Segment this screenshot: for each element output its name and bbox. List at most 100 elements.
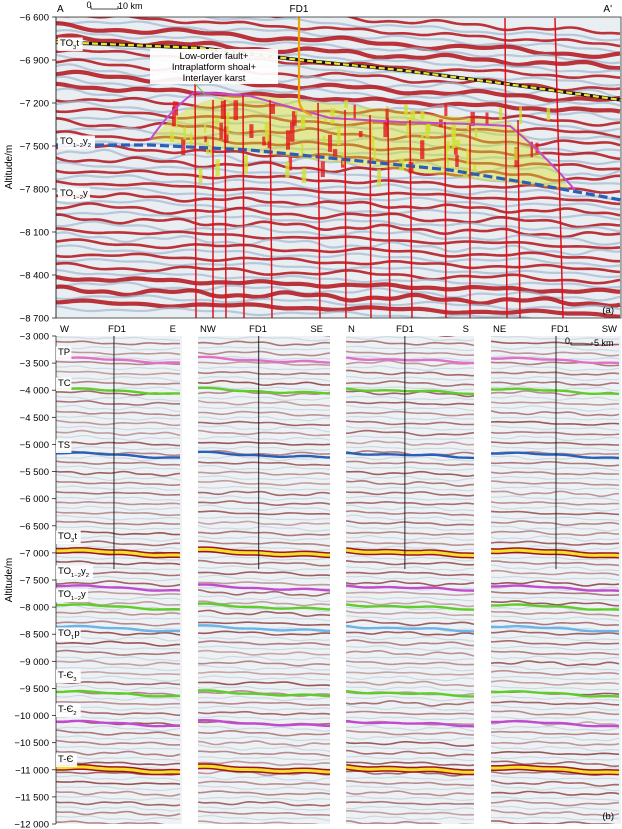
scale-length-b: 5 km bbox=[594, 338, 614, 348]
horizon-TE3 bbox=[198, 689, 330, 698]
tick-label-b: −9 000 bbox=[20, 657, 49, 668]
annotation-line: Low-order fault+ bbox=[180, 51, 249, 62]
annotation-box bbox=[150, 49, 278, 84]
horizon-TC bbox=[198, 386, 330, 395]
tick-label-b: −6 500 bbox=[20, 521, 49, 532]
horizon-TE bbox=[198, 764, 330, 774]
horizon-TS bbox=[198, 450, 330, 459]
horizon-TO3t bbox=[198, 547, 330, 557]
horizon-label-b: TO1p bbox=[58, 628, 80, 641]
tick-label-a: −6 900 bbox=[20, 56, 49, 67]
tick-label-b: −5 000 bbox=[20, 440, 49, 451]
annotation-line: Interlayer karst bbox=[183, 73, 246, 84]
horizon-TO12y bbox=[198, 602, 330, 611]
well-label-a: FD1 bbox=[290, 4, 309, 15]
horizon-TE bbox=[491, 765, 620, 774]
horizon-label-b: TO1−2y bbox=[58, 589, 86, 602]
tick-label-b: −11 500 bbox=[15, 792, 49, 803]
panel-tag-a: (a) bbox=[602, 305, 614, 316]
horizon-to12y bbox=[56, 143, 621, 202]
horizon-TO1p bbox=[346, 624, 474, 633]
horizon-label-b: TS bbox=[58, 440, 70, 451]
tick-label-b: −3 500 bbox=[20, 359, 49, 370]
horizon-TE3 bbox=[56, 689, 181, 698]
tick-label-b: −6 000 bbox=[20, 494, 49, 505]
fault-line bbox=[444, 121, 447, 318]
horizon-label-b: TO1−2y2 bbox=[58, 566, 89, 579]
tick-label-b: −3 000 bbox=[20, 332, 49, 343]
horizon-TO1p bbox=[56, 624, 181, 633]
horizon-TO3t bbox=[56, 548, 181, 557]
ylabel-b: Altitude/m bbox=[4, 558, 15, 602]
fault-line bbox=[242, 94, 245, 318]
horizon-TO12y bbox=[346, 603, 474, 611]
fault-line bbox=[504, 17, 508, 318]
tick-label-b: −9 500 bbox=[20, 684, 49, 695]
seismic-panel-b bbox=[56, 336, 621, 824]
horizon-TO12y bbox=[56, 603, 181, 611]
scale-length-a: 10 km bbox=[118, 1, 143, 11]
fault-line bbox=[224, 99, 227, 318]
well-fd1-trajectory bbox=[297, 17, 313, 117]
axes: −6 600 −6 900 −7 200 −7 500 −7 800 −8 100 −8 4… bbox=[4, 13, 57, 829]
section-right-label: S bbox=[463, 324, 469, 335]
horizon-TC bbox=[346, 387, 474, 396]
tick-label-b: −4 000 bbox=[20, 386, 49, 397]
horizon-TS bbox=[491, 451, 620, 460]
tick-label-a: −7 200 bbox=[20, 99, 49, 110]
panel-tag-b: (b) bbox=[602, 811, 614, 822]
horizon-TO3t bbox=[346, 548, 474, 557]
section-well-label: FD1 bbox=[551, 324, 569, 335]
tick-label-b: −7 000 bbox=[20, 548, 49, 559]
scale-zero-a: 0 bbox=[86, 0, 91, 10]
horizon-TO12y2 bbox=[56, 584, 181, 592]
anomaly-zone bbox=[150, 94, 570, 190]
horizon-TC bbox=[56, 387, 181, 396]
horizon-TP bbox=[346, 356, 474, 365]
annotation-line: Intraplatform shoal+ bbox=[172, 62, 257, 73]
fault-line bbox=[387, 117, 391, 318]
tick-label-a: −7 500 bbox=[20, 142, 49, 153]
section-left-label: NE bbox=[493, 324, 506, 335]
horizon-TE3 bbox=[491, 690, 620, 698]
horizon-TE2 bbox=[56, 719, 181, 728]
horizon-label-b: T-Є3 bbox=[58, 670, 77, 683]
fault-line bbox=[554, 17, 564, 318]
ylabel-a: Altitude/m bbox=[4, 145, 15, 189]
horizon-TS bbox=[346, 451, 474, 460]
section-right-label: E bbox=[170, 324, 176, 335]
horizon-TE bbox=[346, 765, 474, 774]
horizon-label-b: TP bbox=[58, 347, 70, 358]
section-well-label: FD1 bbox=[396, 324, 414, 335]
horizon-TO12y2 bbox=[491, 584, 620, 592]
section-well-label: FD1 bbox=[108, 324, 126, 335]
tick-label-b: −4 500 bbox=[20, 413, 49, 424]
tick-label-a: −7 800 bbox=[20, 185, 49, 196]
tick-label-b: −8 500 bbox=[20, 630, 49, 641]
horizon-TP bbox=[56, 356, 181, 365]
tick-label-b: −10 000 bbox=[14, 711, 49, 722]
fault-line bbox=[369, 114, 372, 318]
tick-label-a: −8 100 bbox=[20, 228, 49, 239]
horizon-TP bbox=[198, 355, 330, 364]
horizon-TO1p bbox=[198, 624, 330, 633]
tick-label-b: −11 000 bbox=[15, 765, 49, 776]
fault-line bbox=[194, 59, 197, 318]
tick-label-b: −8 000 bbox=[20, 603, 49, 614]
section-right-label: SE bbox=[310, 324, 323, 335]
section-well-label: FD1 bbox=[249, 324, 267, 335]
fault-line bbox=[409, 119, 413, 318]
fault-line bbox=[344, 109, 347, 318]
tick-label-b: −5 500 bbox=[20, 467, 49, 478]
horizon-label-b: T-Є bbox=[58, 754, 73, 765]
end-label-a: A bbox=[57, 4, 64, 15]
fault-line bbox=[517, 119, 521, 318]
horizon-TE2 bbox=[491, 719, 620, 728]
fault-line bbox=[317, 102, 321, 318]
horizon-TO12y bbox=[491, 603, 620, 611]
horizon-to12y2 bbox=[149, 90, 576, 191]
tick-label-b: −10 500 bbox=[14, 738, 49, 749]
horizon-TS bbox=[56, 451, 181, 460]
